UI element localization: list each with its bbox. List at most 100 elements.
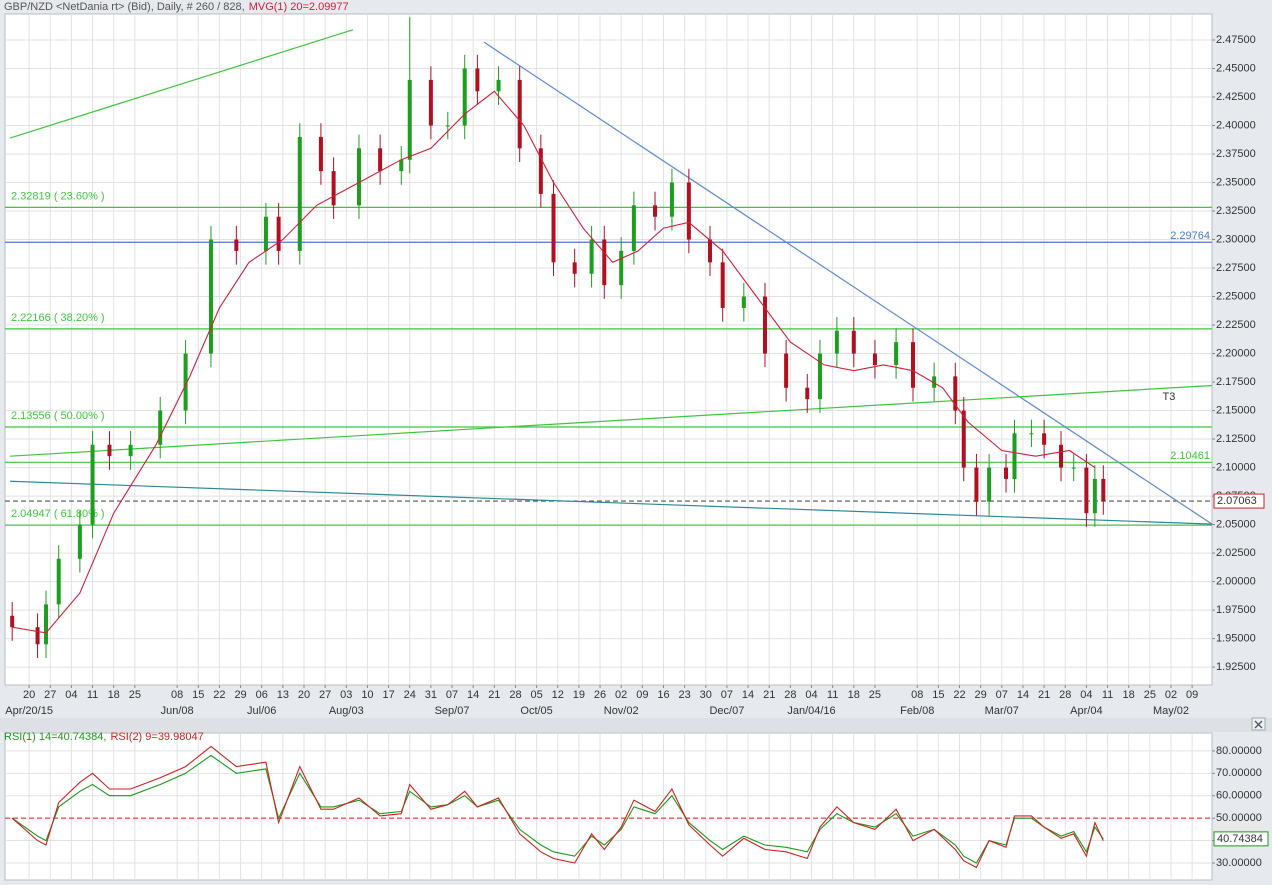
x-month-label: Apr/20/15: [5, 705, 53, 717]
panel-separator: [0, 718, 1272, 732]
y-tick-label: 2.02500: [1216, 547, 1256, 559]
y-tick-label: 2.15000: [1216, 404, 1256, 416]
x-tick-label: 21: [1038, 689, 1050, 701]
candle-body: [10, 615, 15, 628]
candle-body: [356, 148, 361, 206]
x-month-label: Apr/04: [1070, 705, 1102, 717]
candle-body: [805, 387, 810, 400]
y-tick-label: 2.05000: [1216, 518, 1256, 530]
rsi-plot-area: [5, 733, 1212, 880]
candle-body: [817, 353, 822, 400]
y-tick-label: 80.00000: [1216, 745, 1262, 757]
x-month-label: Jun/08: [161, 705, 194, 717]
close-icon[interactable]: [1254, 720, 1263, 729]
candle-body: [1059, 444, 1064, 468]
x-tick-label: 09: [636, 689, 648, 701]
x-month-label: Jan/04/16: [787, 705, 835, 717]
rsi2-legend: RSI(2) 9=39.98047: [110, 731, 203, 743]
x-tick-label: 11: [827, 689, 838, 701]
x-tick-label: 20: [298, 689, 310, 701]
x-tick-label: 23: [678, 689, 690, 701]
y-tick-label: 60.00000: [1216, 790, 1262, 802]
chart-header: GBP/NZD <NetDania rt> (Bid), Daily, # 26…: [4, 1, 349, 13]
x-tick-label: 21: [488, 689, 500, 701]
header-indicator: MVG(1) 20=2.09977: [249, 1, 349, 13]
x-month-label: Jul/06: [247, 705, 276, 717]
x-month-label: Nov/02: [604, 705, 639, 717]
x-tick-label: 14: [742, 689, 754, 701]
candle-body: [276, 216, 281, 251]
x-tick-label: 31: [425, 689, 437, 701]
x-tick-label: 08: [171, 689, 183, 701]
candle-body: [77, 524, 82, 559]
x-month-label: Mar/07: [985, 705, 1019, 717]
x-tick-label: 15: [192, 689, 204, 701]
y-tick-label: 2.42500: [1216, 91, 1256, 103]
y-tick-label: 1.97500: [1216, 604, 1256, 616]
y-tick-label: 2.30000: [1216, 233, 1256, 245]
y-tick-label: 70.00000: [1216, 767, 1262, 779]
x-tick-label: 19: [573, 689, 585, 701]
x-tick-label: 18: [848, 689, 860, 701]
candle-body: [894, 342, 899, 365]
y-tick-label: 30.00000: [1216, 857, 1262, 869]
y-tick-label: 1.95000: [1216, 633, 1256, 645]
x-tick-label: 17: [382, 689, 394, 701]
candle-body: [538, 148, 543, 194]
y-tick-label: 2.37500: [1216, 148, 1256, 160]
candle-body: [741, 296, 746, 308]
level-label: 2.22166 ( 38.20% ): [11, 312, 105, 324]
candle-body: [407, 79, 412, 160]
candle-body: [297, 136, 302, 251]
y-tick-label: 2.00000: [1216, 575, 1256, 587]
candle-body: [234, 239, 239, 251]
y-tick-label: 2.20000: [1216, 347, 1256, 359]
rsi-line: [11, 754, 1104, 864]
candle-body: [496, 79, 501, 92]
candle-body: [872, 353, 877, 365]
level-label: 2.10461: [1170, 450, 1210, 462]
candle-body: [1012, 433, 1017, 479]
candle-body: [1101, 478, 1106, 502]
candle-body: [669, 182, 674, 217]
x-month-label: Sep/07: [435, 705, 470, 717]
trend-line: [10, 480, 1213, 525]
trend-line: [10, 384, 1213, 457]
x-month-label: May/02: [1153, 705, 1189, 717]
x-tick-label: 22: [213, 689, 225, 701]
level-axis-label: 2.07063: [1217, 495, 1257, 507]
candle-body: [953, 376, 958, 411]
x-tick-label: 04: [65, 689, 77, 701]
trend-line: [483, 41, 1213, 525]
candle-body: [428, 79, 433, 126]
x-tick-label: 25: [129, 689, 141, 701]
candle-body: [128, 444, 133, 457]
x-tick-label: 12: [552, 689, 564, 701]
candle-body: [851, 330, 856, 354]
candle-body: [158, 410, 163, 445]
candle-body: [910, 342, 915, 388]
candle-body: [44, 604, 49, 645]
candle-body: [263, 216, 268, 251]
candle-body: [1029, 433, 1034, 435]
candle-body: [686, 182, 691, 240]
x-tick-label: 22: [953, 689, 965, 701]
candle-body: [517, 79, 522, 149]
candle-body: [1092, 478, 1097, 514]
x-tick-label: 18: [1123, 689, 1135, 701]
candle-body: [602, 239, 607, 286]
x-tick-label: 09: [1186, 689, 1198, 701]
close-rsi-button[interactable]: [1251, 717, 1266, 731]
level-label: 2.29764: [1170, 230, 1210, 242]
candle-body: [974, 467, 979, 502]
rsi-frame: [4, 732, 1213, 881]
x-tick-label: 29: [234, 689, 246, 701]
x-tick-label: 07: [446, 689, 458, 701]
y-tick-label: 50.00000: [1216, 812, 1262, 824]
candle-body: [318, 136, 323, 172]
rsi-value-box: [1213, 831, 1269, 847]
x-tick-label: 02: [1165, 689, 1177, 701]
x-tick-label: 04: [805, 689, 817, 701]
candle-body: [961, 410, 966, 468]
y-tick-label: 2.10000: [1216, 461, 1256, 473]
